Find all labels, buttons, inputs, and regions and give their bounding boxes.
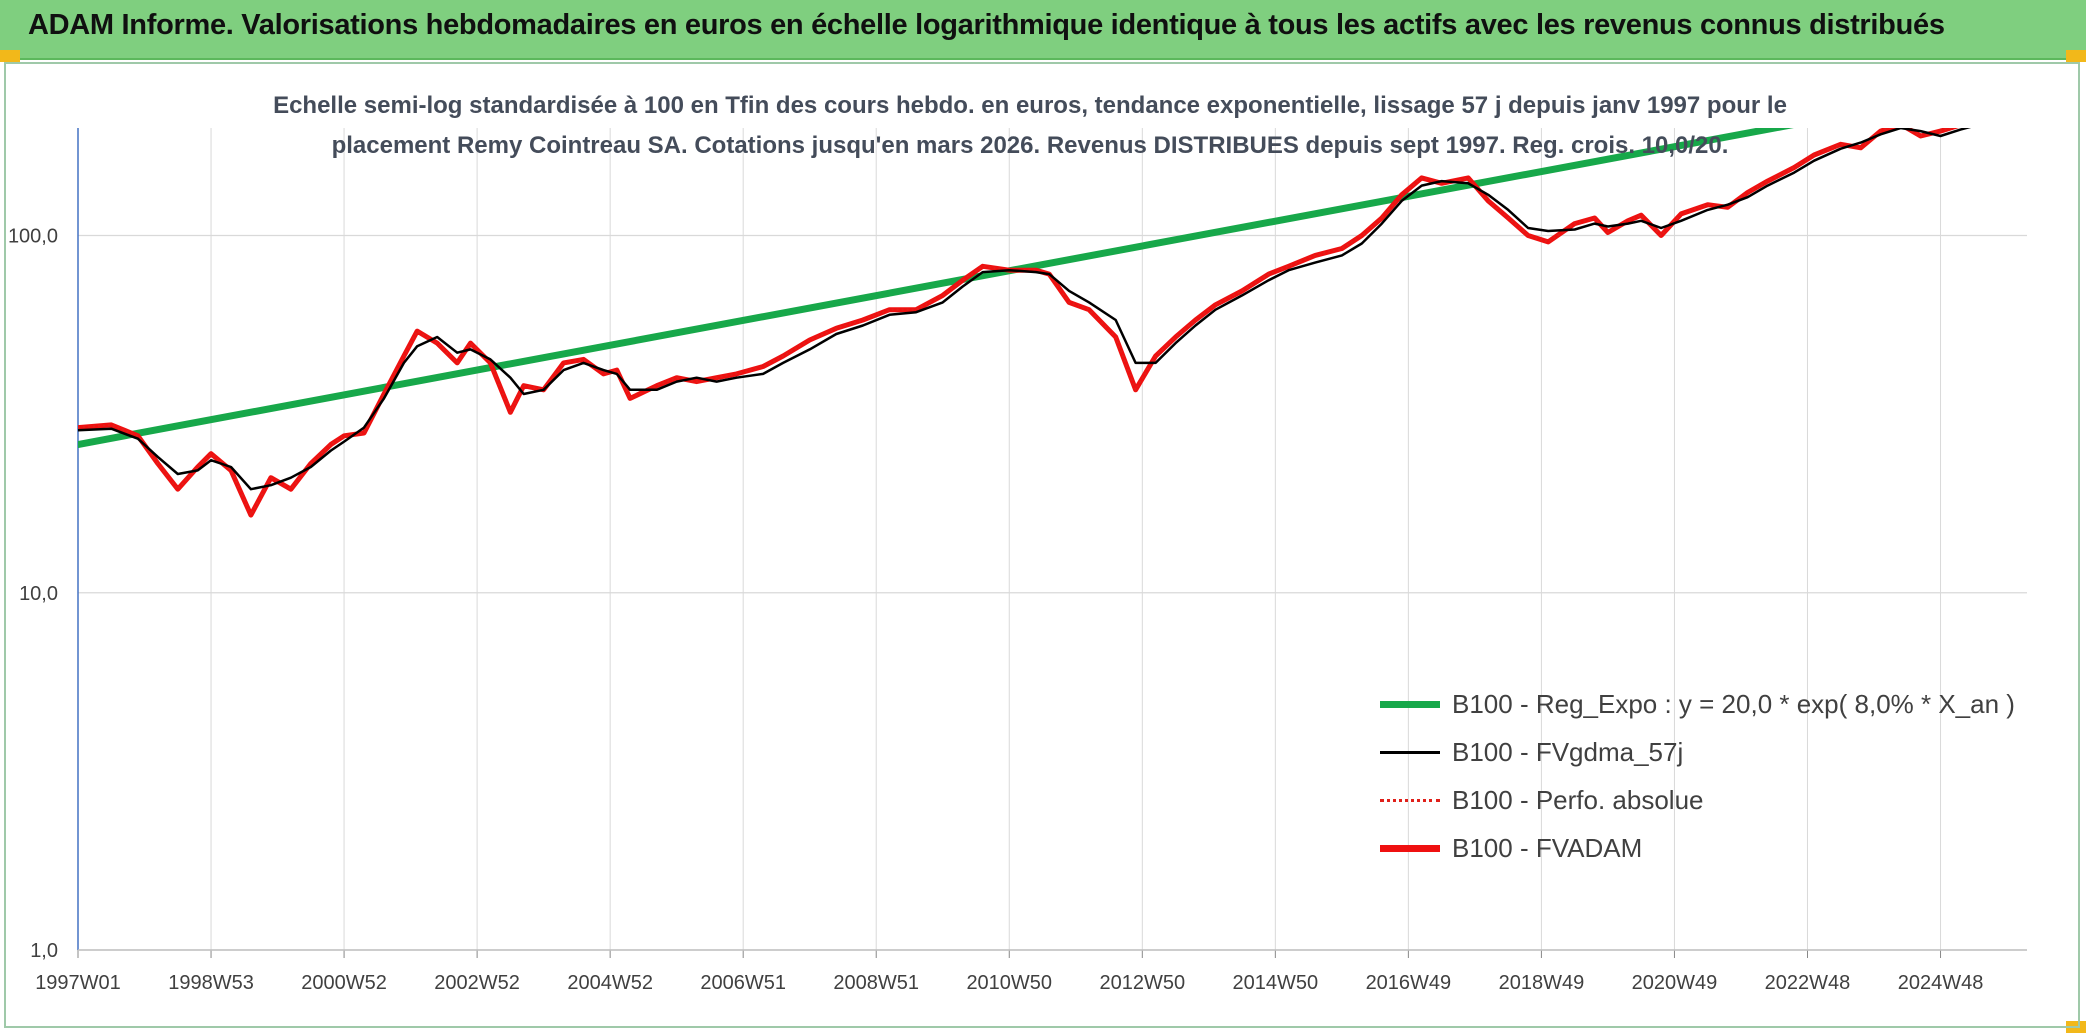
legend-swatch-perfo bbox=[1380, 798, 1440, 802]
x-tick-label: 2014W50 bbox=[1233, 972, 1319, 994]
legend-item-fvadam: B100 - FVADAM bbox=[1380, 824, 2020, 872]
x-tick-label: 1998W53 bbox=[168, 972, 254, 994]
series-fvgdma-line bbox=[78, 128, 1972, 491]
x-tick-label: 2022W48 bbox=[1765, 972, 1851, 994]
legend-swatch-fvadam bbox=[1380, 844, 1440, 852]
x-tick-label: 2024W48 bbox=[1898, 972, 1984, 994]
legend-label-fvgdma: B100 - FVgdma_57j bbox=[1452, 736, 1684, 767]
legend-swatch-regression bbox=[1380, 700, 1440, 708]
series-fvadam-line bbox=[78, 128, 1959, 518]
x-tick-label: 1997W01 bbox=[35, 972, 121, 994]
x-tick-label: 2018W49 bbox=[1499, 972, 1585, 994]
x-tick-label: 2020W49 bbox=[1632, 972, 1718, 994]
x-tick-label: 2008W51 bbox=[833, 972, 919, 994]
chart-frame bbox=[4, 62, 2080, 1028]
x-tick-label: 2016W49 bbox=[1366, 972, 1452, 994]
legend-label-perfo: B100 - Perfo. absolue bbox=[1452, 784, 1704, 815]
x-tick-label: 2006W51 bbox=[700, 972, 786, 994]
corner-marker-right bbox=[2066, 50, 2086, 62]
legend-label-regression: B100 - Reg_Expo : y = 20,0 * exp( 8,0% *… bbox=[1452, 688, 2015, 719]
x-tick-label: 2002W52 bbox=[434, 972, 520, 994]
x-tick-label: 2010W50 bbox=[966, 972, 1052, 994]
y-tick-label: 10,0 bbox=[19, 583, 58, 605]
legend-swatch-fvgdma bbox=[1380, 750, 1440, 754]
corner-marker-left bbox=[0, 50, 20, 62]
legend-item-perfo: B100 - Perfo. absolue bbox=[1380, 776, 2020, 824]
series-regression-line bbox=[78, 128, 1794, 448]
x-tick-label: 2000W52 bbox=[301, 972, 387, 994]
x-tick-label: 2004W52 bbox=[567, 972, 653, 994]
x-tick-label: 2012W50 bbox=[1099, 972, 1185, 994]
y-tick-label: 100,0 bbox=[8, 226, 58, 248]
series-perfo-line bbox=[78, 128, 1954, 517]
report-header: ADAM Informe. Valorisations hebdomadaire… bbox=[0, 0, 2086, 60]
chart-title: Echelle semi-log standardisée à 100 en T… bbox=[273, 92, 1787, 159]
chart-legend: B100 - Reg_Expo : y = 20,0 * exp( 8,0% *… bbox=[1380, 680, 2020, 872]
legend-item-fvgdma: B100 - FVgdma_57j bbox=[1380, 728, 2020, 776]
y-tick-label: 1,0 bbox=[30, 940, 58, 962]
legend-item-regression: B100 - Reg_Expo : y = 20,0 * exp( 8,0% *… bbox=[1380, 680, 2020, 728]
report-title: ADAM Informe. Valorisations hebdomadaire… bbox=[28, 9, 1945, 41]
legend-label-fvadam: B100 - FVADAM bbox=[1452, 832, 1643, 863]
